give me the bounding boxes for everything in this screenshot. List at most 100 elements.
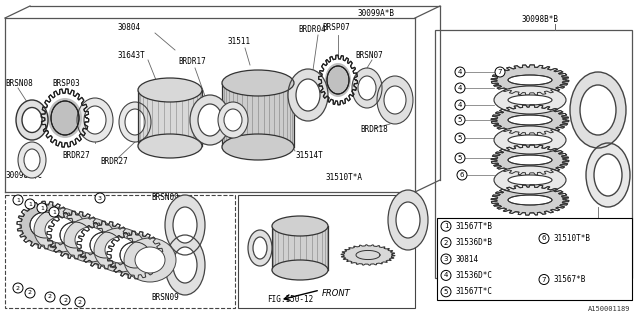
Text: BRSN09: BRSN09 (151, 194, 179, 203)
Text: FRONT: FRONT (322, 289, 351, 298)
Bar (138, 90, 202, 146)
Circle shape (13, 195, 23, 205)
Ellipse shape (508, 75, 552, 85)
Circle shape (539, 234, 549, 244)
Ellipse shape (494, 186, 566, 214)
Ellipse shape (377, 76, 413, 124)
Text: 31643T: 31643T (118, 51, 146, 60)
Text: BRDR05: BRDR05 (245, 143, 273, 153)
Ellipse shape (396, 202, 420, 238)
Text: 1: 1 (40, 205, 44, 211)
Ellipse shape (198, 104, 222, 136)
Ellipse shape (494, 66, 566, 94)
Circle shape (441, 254, 451, 264)
Ellipse shape (253, 237, 267, 259)
Ellipse shape (24, 149, 40, 171)
Ellipse shape (494, 166, 566, 194)
Ellipse shape (190, 95, 230, 145)
Text: 31510T*B: 31510T*B (553, 234, 590, 243)
Text: 4: 4 (444, 272, 448, 278)
Circle shape (455, 153, 465, 163)
Ellipse shape (288, 69, 328, 121)
Ellipse shape (19, 203, 71, 247)
Text: 31510T*A: 31510T*A (326, 173, 363, 182)
Ellipse shape (388, 190, 428, 250)
Text: BRSN08: BRSN08 (5, 79, 33, 89)
Text: BRSP07: BRSP07 (322, 23, 349, 33)
Ellipse shape (508, 175, 552, 185)
Circle shape (455, 115, 465, 125)
Circle shape (455, 83, 465, 93)
Circle shape (441, 270, 451, 280)
Circle shape (75, 297, 85, 307)
Ellipse shape (222, 70, 294, 96)
Text: 4: 4 (458, 85, 462, 91)
Circle shape (60, 295, 70, 305)
Text: 31567*B: 31567*B (553, 275, 586, 284)
Text: 2: 2 (78, 300, 82, 305)
Text: 31514T: 31514T (295, 150, 323, 159)
Text: 2: 2 (63, 298, 67, 302)
Text: 31536D*B: 31536D*B (455, 238, 492, 247)
Ellipse shape (48, 98, 82, 138)
Ellipse shape (22, 108, 42, 132)
Circle shape (45, 292, 55, 302)
Circle shape (495, 67, 505, 77)
Text: FIG.150-12: FIG.150-12 (267, 295, 313, 305)
Text: BRSP03: BRSP03 (52, 79, 80, 89)
Text: 3: 3 (98, 196, 102, 201)
Circle shape (455, 100, 465, 110)
Circle shape (13, 283, 23, 293)
Ellipse shape (586, 143, 630, 207)
Text: BRDR04: BRDR04 (298, 26, 326, 35)
Circle shape (457, 170, 467, 180)
Circle shape (455, 133, 465, 143)
Ellipse shape (352, 68, 382, 108)
Text: 30098B*B: 30098B*B (522, 15, 559, 25)
Text: BRSN09: BRSN09 (151, 293, 179, 302)
Ellipse shape (60, 222, 90, 248)
Ellipse shape (494, 86, 566, 114)
Ellipse shape (358, 76, 376, 100)
Text: 5: 5 (458, 117, 462, 123)
Text: 4: 4 (458, 102, 462, 108)
Circle shape (49, 207, 59, 217)
Text: 31511: 31511 (228, 37, 251, 46)
Text: 7: 7 (498, 69, 502, 75)
Ellipse shape (248, 230, 272, 266)
Ellipse shape (84, 106, 106, 134)
Ellipse shape (508, 95, 552, 105)
Ellipse shape (64, 218, 116, 262)
Ellipse shape (384, 86, 406, 114)
Text: 31567T*C: 31567T*C (455, 287, 492, 296)
Ellipse shape (75, 227, 105, 253)
Ellipse shape (79, 223, 131, 267)
Circle shape (25, 199, 35, 209)
Ellipse shape (218, 102, 248, 138)
Ellipse shape (34, 208, 86, 252)
Ellipse shape (173, 207, 197, 243)
Text: 5: 5 (458, 135, 462, 141)
Ellipse shape (18, 142, 46, 178)
Ellipse shape (77, 98, 113, 142)
Bar (272, 226, 328, 270)
Text: 1: 1 (444, 223, 448, 229)
Ellipse shape (494, 126, 566, 154)
Text: 2: 2 (48, 294, 52, 300)
Bar (435, 30, 632, 278)
Ellipse shape (272, 260, 328, 280)
Ellipse shape (94, 228, 146, 272)
Circle shape (95, 193, 105, 203)
Text: 6: 6 (460, 172, 464, 178)
Circle shape (441, 237, 451, 248)
Text: BRDR18: BRDR18 (360, 125, 388, 134)
Ellipse shape (508, 195, 552, 205)
Circle shape (441, 287, 451, 297)
Text: BRDR17: BRDR17 (178, 58, 205, 67)
Ellipse shape (138, 78, 202, 102)
Ellipse shape (580, 85, 616, 135)
Polygon shape (341, 245, 395, 265)
Ellipse shape (508, 155, 552, 165)
Ellipse shape (119, 102, 151, 142)
Text: 30099A*B: 30099A*B (358, 10, 395, 19)
